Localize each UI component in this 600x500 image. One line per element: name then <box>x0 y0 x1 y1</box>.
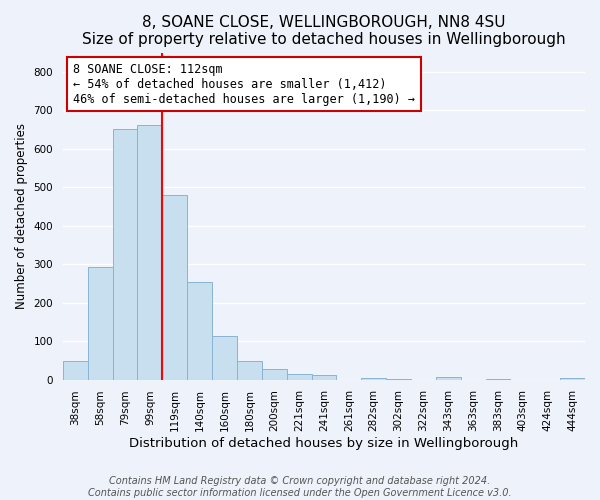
Text: Contains HM Land Registry data © Crown copyright and database right 2024.
Contai: Contains HM Land Registry data © Crown c… <box>88 476 512 498</box>
Bar <box>187 282 212 380</box>
Title: 8, SOANE CLOSE, WELLINGBOROUGH, NN8 4SU
Size of property relative to detached ho: 8, SOANE CLOSE, WELLINGBOROUGH, NN8 4SU … <box>82 15 566 48</box>
Bar <box>163 195 187 380</box>
Bar <box>88 267 113 380</box>
Bar <box>361 378 386 380</box>
Bar <box>237 361 262 380</box>
Bar <box>436 378 461 380</box>
Bar <box>137 126 163 380</box>
Bar <box>212 336 237 380</box>
Bar <box>386 379 411 380</box>
Bar <box>63 361 88 380</box>
Bar <box>262 369 287 380</box>
Text: 8 SOANE CLOSE: 112sqm
← 54% of detached houses are smaller (1,412)
46% of semi-d: 8 SOANE CLOSE: 112sqm ← 54% of detached … <box>73 62 415 106</box>
Bar <box>311 374 337 380</box>
Bar <box>113 130 137 380</box>
Bar <box>560 378 585 380</box>
Bar <box>287 374 311 380</box>
Y-axis label: Number of detached properties: Number of detached properties <box>15 123 28 309</box>
X-axis label: Distribution of detached houses by size in Wellingborough: Distribution of detached houses by size … <box>130 437 518 450</box>
